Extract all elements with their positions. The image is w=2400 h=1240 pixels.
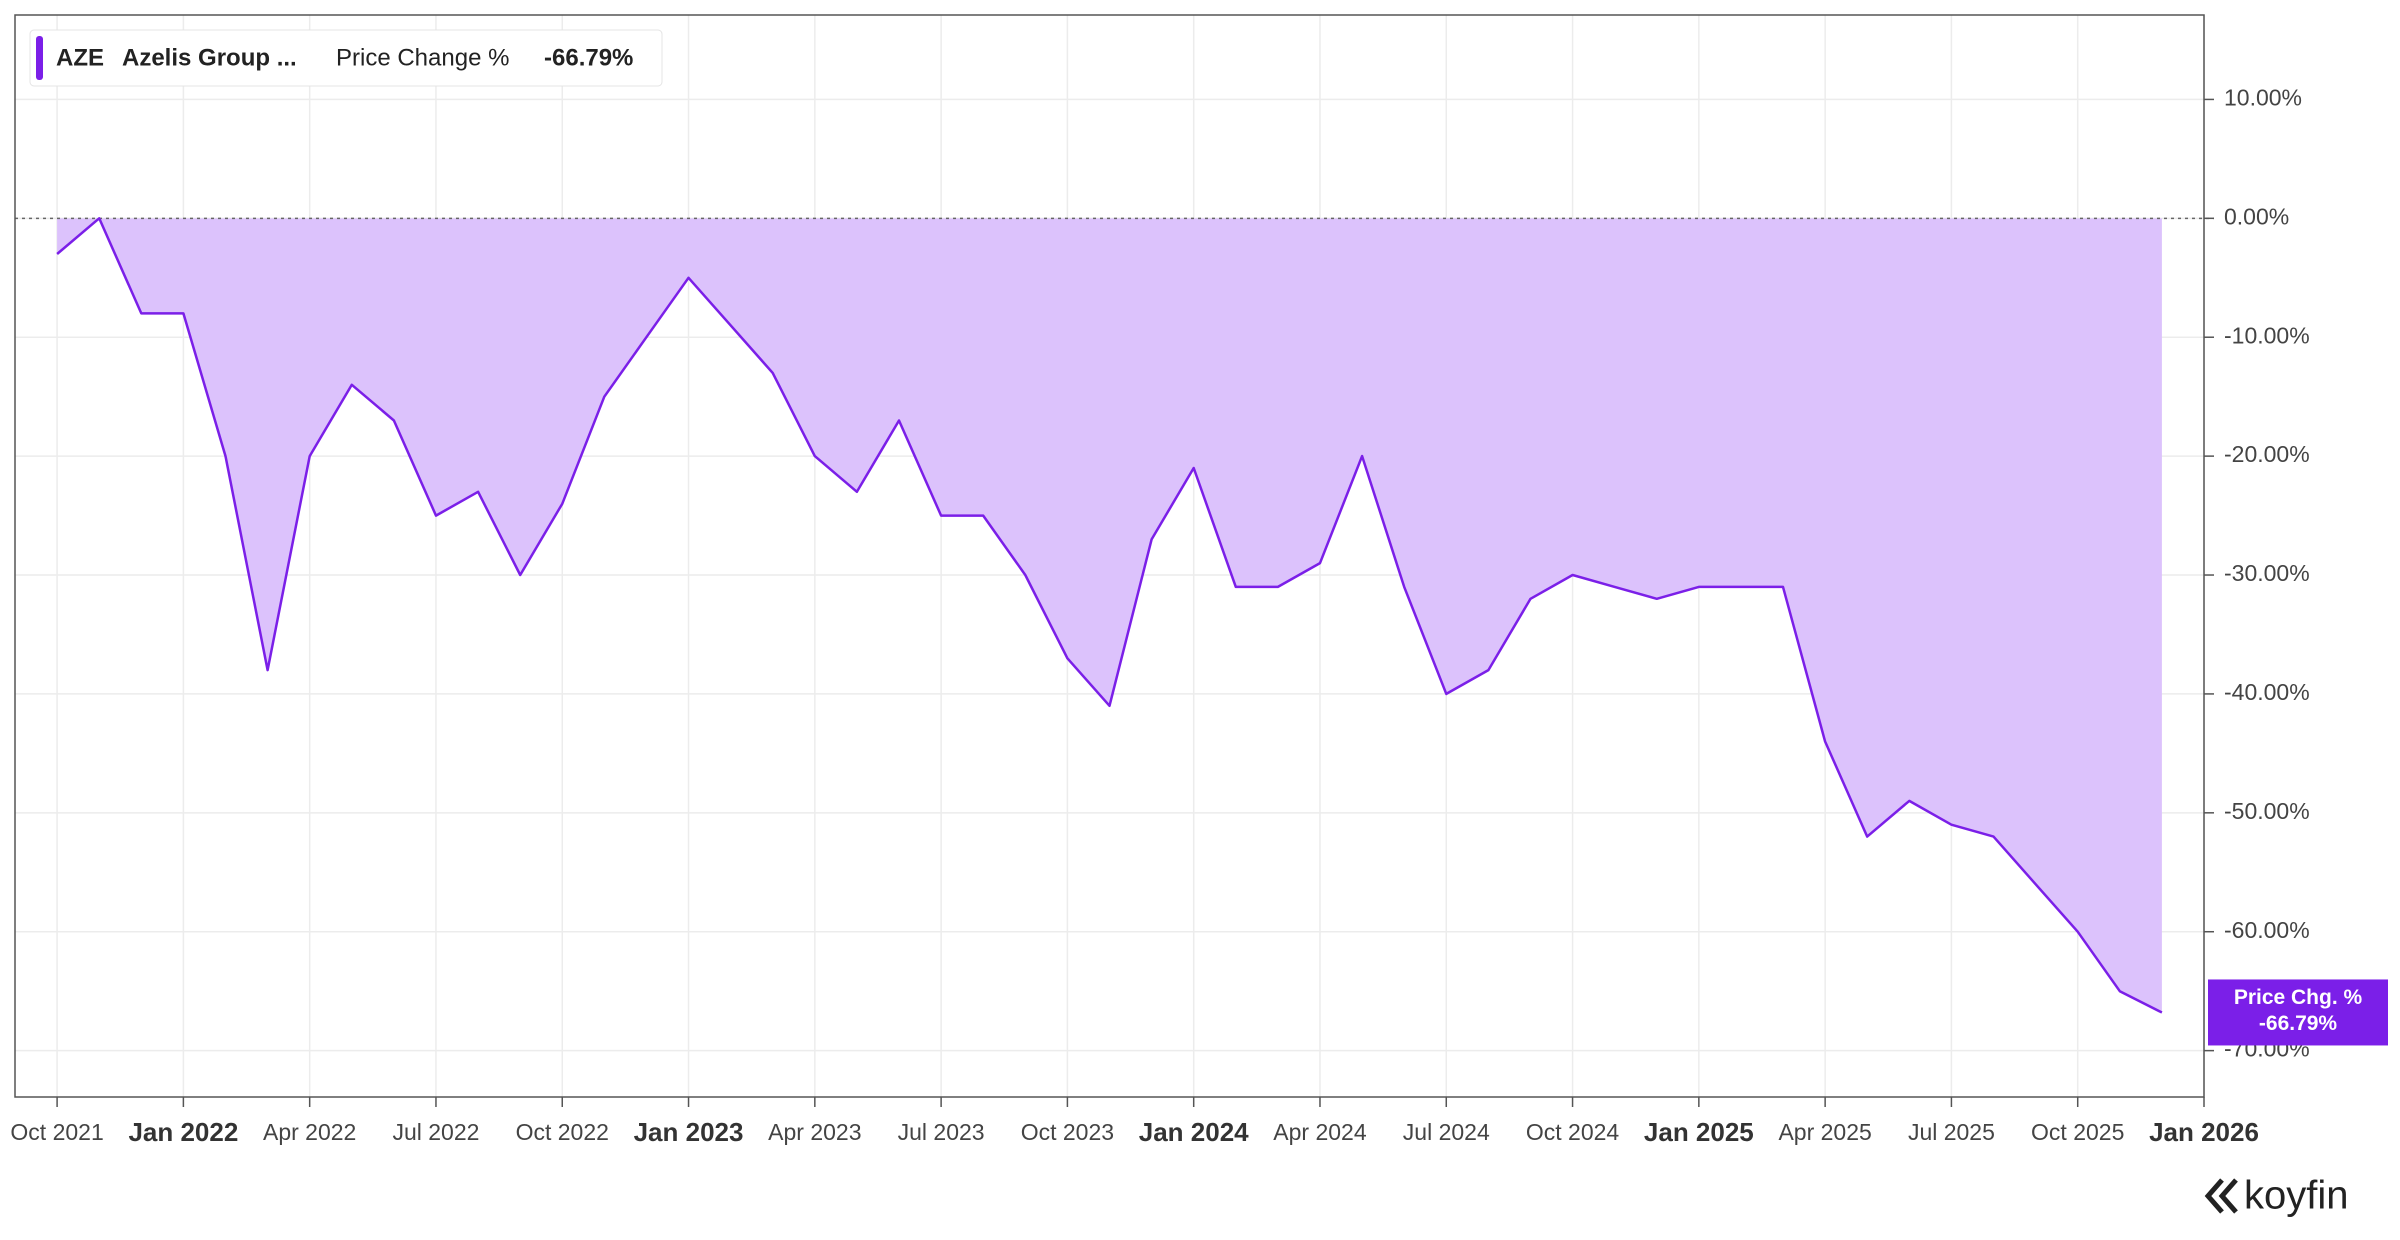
legend-value: -66.79% xyxy=(544,44,633,71)
x-tick-label: Jul 2025 xyxy=(1908,1119,1995,1145)
y-tick-label: -50.00% xyxy=(2224,798,2310,824)
y-tick-label: -30.00% xyxy=(2224,560,2310,586)
x-tick-label: Jul 2023 xyxy=(898,1119,985,1145)
y-tick-label: -40.00% xyxy=(2224,679,2310,705)
x-tick-label: Jan 2022 xyxy=(128,1117,238,1147)
legend-box xyxy=(29,29,663,87)
last-value-label: -66.79% xyxy=(2259,1012,2338,1035)
x-tick-label: Jan 2023 xyxy=(634,1117,744,1147)
x-tick-label: Oct 2025 xyxy=(2031,1119,2124,1145)
x-tick-label: Jan 2026 xyxy=(2149,1117,2259,1147)
x-tick-label: Apr 2025 xyxy=(1778,1119,1871,1145)
line xyxy=(56,217,2163,1014)
legend-metric: Price Change % xyxy=(336,44,509,71)
x-tick-label: Jan 2024 xyxy=(1139,1117,1249,1147)
y-tick-label: 0.00% xyxy=(2224,203,2289,229)
x-tick-label: Oct 2022 xyxy=(516,1119,609,1145)
x-tick-label: Apr 2022 xyxy=(263,1119,356,1145)
y-tick-label: -60.00% xyxy=(2224,917,2310,943)
x-tick-label: Apr 2023 xyxy=(768,1119,861,1145)
legend-swatch xyxy=(36,36,43,80)
legend-name: Azelis Group ... xyxy=(122,44,297,71)
x-tick-label: Apr 2024 xyxy=(1273,1119,1367,1145)
x-tick-label: Jan 2025 xyxy=(1644,1117,1754,1147)
legend-ticker: AZE xyxy=(56,44,104,71)
brand-name: koyfin xyxy=(2244,1174,2349,1218)
y-tick-label: 10.00% xyxy=(2224,84,2302,110)
y-tick-label: -20.00% xyxy=(2224,441,2310,467)
x-tick-label: Oct 2021 xyxy=(10,1119,103,1145)
x-tick-label: Oct 2024 xyxy=(1526,1119,1620,1145)
plot-frame xyxy=(14,14,2205,1098)
brand: koyfin xyxy=(2204,1174,2349,1218)
legend: AZE Azelis Group ... Price Change % -66.… xyxy=(29,29,663,87)
last-value-title: Price Chg. % xyxy=(2234,986,2363,1009)
area xyxy=(57,218,2162,1013)
brand-icon xyxy=(2204,1178,2238,1214)
plot xyxy=(15,217,2214,1014)
x-tick-label: Jul 2022 xyxy=(392,1119,479,1145)
x-tick-label: Jul 2024 xyxy=(1403,1119,1490,1145)
y-tick-label: -10.00% xyxy=(2224,322,2310,348)
x-tick-label: Oct 2023 xyxy=(1021,1119,1114,1145)
last-value-badge xyxy=(2208,979,2388,1046)
